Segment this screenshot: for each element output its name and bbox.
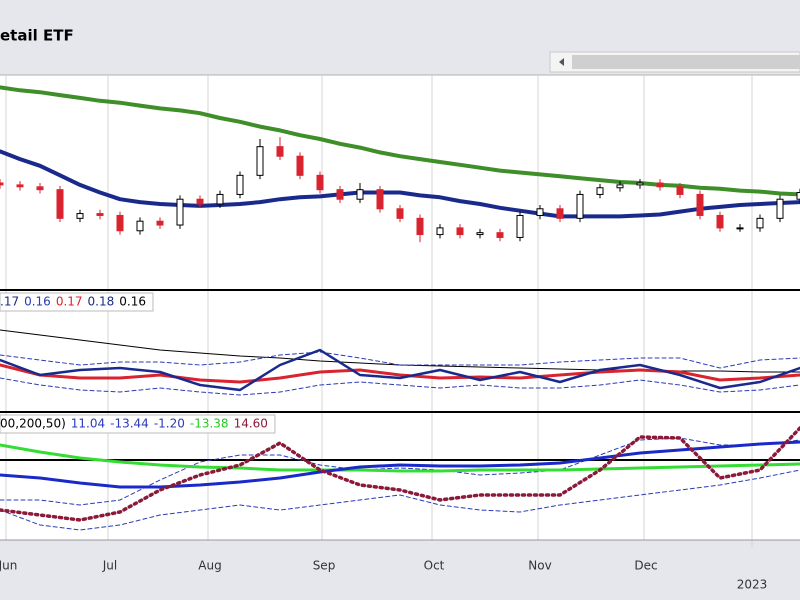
legend-box [0, 292, 154, 312]
candle-body [216, 193, 224, 205]
candle-body [116, 214, 124, 232]
x-tick-label: Jun [0, 559, 17, 573]
legend-entry: -13.38 [190, 417, 229, 431]
scroll-arrow[interactable] [559, 58, 564, 66]
legend-box [0, 414, 276, 434]
candle-body [456, 227, 464, 236]
x-tick-label: Nov [528, 559, 551, 573]
candle-body [496, 232, 504, 238]
candle-body [516, 214, 524, 238]
candle-body [696, 193, 704, 216]
x-tick-label: Dec [634, 559, 657, 573]
candle-body [196, 198, 204, 205]
x-tick-label: Aug [198, 559, 221, 573]
scrollbar-thumb[interactable] [572, 55, 800, 69]
legend-entry: 0.16 [119, 295, 146, 309]
legends: Jun Jul Aug Sep Oct Nov Dec 2023 .17 0.16 0.17 0.18… [0, 292, 768, 592]
candle-body [236, 174, 244, 195]
series-line [0, 443, 800, 473]
candle-body [416, 217, 424, 236]
candle-body [76, 213, 84, 219]
candle-body [336, 189, 344, 200]
legend-entry: 14.60 [234, 417, 268, 431]
candle-body [16, 184, 24, 188]
candle-body [276, 146, 284, 157]
candle-body [716, 214, 724, 229]
series-line [0, 377, 800, 396]
candle-body [776, 198, 784, 219]
candle-body [356, 189, 364, 200]
series-line [0, 440, 800, 489]
candle-body [316, 174, 324, 191]
legend-entry: 0.16 [24, 295, 51, 309]
candle-body [376, 189, 384, 210]
candle-body [796, 192, 800, 200]
candle-body [256, 146, 264, 176]
series-line [0, 348, 800, 392]
plots [0, 85, 800, 531]
candle-body [476, 232, 484, 236]
candle-body [556, 208, 564, 219]
candle-body [736, 227, 744, 230]
candle-body [0, 182, 4, 186]
chart-title: etail ETF [0, 27, 74, 45]
candle-body [636, 182, 644, 186]
x-tick-label: Sep [313, 559, 336, 573]
candle-body [96, 213, 104, 216]
legend-entry: -13.44 [110, 417, 149, 431]
legend-entry: 00,200,50) [0, 417, 66, 431]
candle-body [576, 193, 584, 219]
series-line [0, 351, 800, 369]
x-tick-label: Jul [102, 559, 117, 573]
candle-body [136, 220, 144, 232]
series-line [0, 85, 800, 197]
candle-body [676, 186, 684, 195]
legend-entry: 0.18 [88, 295, 115, 309]
legend-entry: .17 [0, 295, 19, 309]
series-line [0, 469, 800, 531]
year-label: 2023 [737, 578, 768, 592]
legend-entry: 0.17 [56, 295, 83, 309]
candle-body [536, 208, 544, 216]
candle-body [56, 189, 64, 219]
candle-body [156, 220, 164, 226]
series-line [0, 149, 800, 219]
candle-body [396, 208, 404, 219]
candle-body [656, 182, 664, 188]
candle-body [756, 217, 764, 229]
candle-body [436, 227, 444, 236]
candle-body [616, 184, 624, 189]
legend-entry: 11.04 [71, 417, 105, 431]
candle-body [296, 155, 304, 176]
series-line [0, 426, 800, 522]
candle-body [176, 198, 184, 226]
series-line [0, 437, 800, 506]
legend-entry: -1.20 [154, 417, 185, 431]
candle-body [36, 186, 44, 191]
candle-body [596, 187, 604, 195]
x-tick-label: Oct [424, 559, 445, 573]
